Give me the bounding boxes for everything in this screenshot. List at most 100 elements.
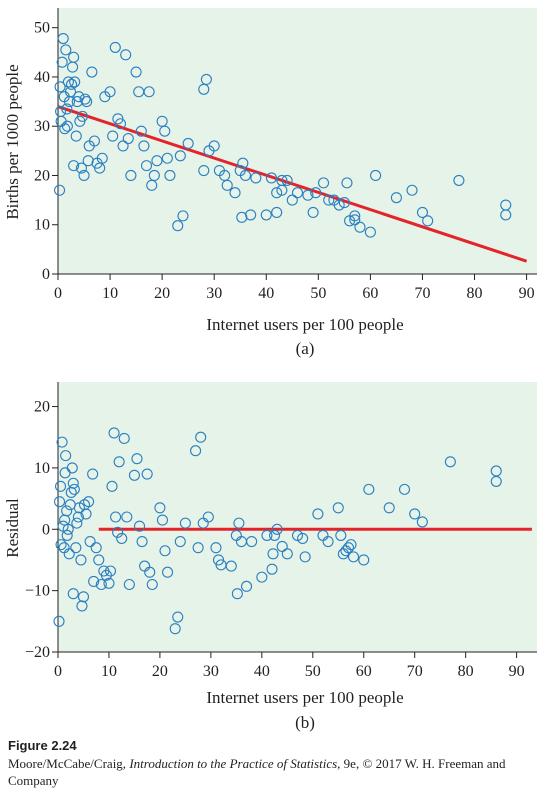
data-point [135, 125, 147, 137]
chart-a: 0 10 20 30 40 50 60 70 80 90 0 10 20 30 40 50 Internet … [3, 8, 537, 358]
data-point [271, 187, 283, 199]
data-point [398, 483, 411, 495]
x-tick-label: 20 [152, 663, 168, 680]
data-point [95, 578, 107, 591]
axes-b: 0 10 20 30 40 50 60 70 80 90 −20 −10 0 10 20 [25, 382, 537, 680]
data-point [246, 535, 258, 548]
data-point [121, 511, 133, 523]
data-point [104, 565, 117, 577]
data-point [161, 152, 173, 164]
data-point [76, 110, 89, 122]
figure-svg: 0 10 20 30 40 50 60 70 80 90 0 10 20 30 40 50 Internet … [3, 8, 537, 732]
data-point [250, 172, 262, 184]
data-point [338, 197, 350, 209]
data-point [364, 226, 376, 238]
data-point [88, 135, 100, 147]
data-point [291, 187, 304, 199]
data-point [416, 206, 429, 218]
data-point [61, 120, 73, 132]
data-point [156, 514, 169, 526]
data-point [61, 529, 73, 541]
data-point [53, 615, 65, 627]
data-point [71, 517, 83, 529]
data-point [60, 450, 72, 462]
data-point [61, 505, 73, 517]
x-tick-label: 10 [102, 285, 118, 302]
book-title: Introduction to the Practice of Statisti… [129, 756, 338, 771]
x-axis-label-a: Internet users per 100 people [206, 315, 403, 334]
plot-area-a [58, 8, 537, 274]
data-point [56, 436, 68, 448]
data-point [416, 516, 428, 528]
data-point [310, 187, 322, 199]
data-point [138, 140, 150, 152]
data-point [370, 169, 382, 182]
data-point [363, 483, 375, 495]
data-point [66, 462, 78, 474]
data-point [116, 532, 128, 545]
data-point [96, 152, 108, 164]
data-point [444, 456, 456, 468]
y-axis-label-b: Residual [3, 498, 22, 558]
y-tick-label: 0 [42, 521, 50, 538]
data-point [490, 475, 502, 487]
data-point [299, 551, 311, 563]
y-axis-label-a: Births per 1000 people [3, 64, 22, 219]
data-point [107, 130, 119, 142]
data-point [266, 563, 278, 575]
data-point [75, 554, 87, 566]
data-point [106, 480, 118, 492]
data-point [56, 56, 68, 68]
y-tick-label: 40 [34, 69, 50, 86]
data-point [182, 137, 194, 150]
data-point [68, 160, 80, 172]
data-point [108, 427, 120, 439]
data-point [276, 540, 288, 553]
x-tick-label: 20 [154, 285, 170, 302]
data-point [67, 477, 79, 489]
data-point [110, 511, 122, 523]
data-point [164, 169, 176, 182]
x-tick-label: 0 [54, 663, 62, 680]
data-point [332, 502, 344, 514]
data-point [86, 66, 98, 78]
data-point [179, 517, 191, 529]
data-point [64, 86, 77, 98]
data-point [409, 508, 421, 520]
data-point [59, 123, 71, 135]
data-point [354, 221, 366, 233]
axes-a: 0 10 20 30 40 50 60 70 80 90 0 10 20 30 40 50 [34, 8, 537, 302]
data-point [322, 535, 334, 548]
data-point [54, 184, 66, 196]
data-point [271, 523, 283, 535]
data-point [256, 571, 268, 583]
data-point [286, 194, 298, 206]
y-tick-label: 0 [42, 266, 50, 283]
data-point [113, 456, 125, 468]
data-point [128, 469, 140, 481]
data-point [83, 496, 95, 508]
data-point [297, 532, 309, 545]
credit-suffix: , 9e, © 2017 W. H. Freeman and Company [8, 756, 506, 788]
data-point [200, 73, 212, 85]
data-point [390, 192, 402, 204]
data-point [348, 551, 360, 563]
data-point [68, 51, 80, 63]
data-point [117, 140, 129, 152]
data-point [122, 132, 134, 145]
x-tick-label: 70 [414, 285, 430, 302]
data-point [271, 206, 283, 218]
data-point [90, 542, 102, 554]
data-point [233, 517, 245, 529]
data-point [383, 502, 395, 514]
data-point [133, 520, 146, 532]
data-point [131, 453, 143, 465]
data-point [239, 169, 251, 182]
data-point [358, 554, 370, 566]
x-axis-label-b: Internet users per 100 people [206, 688, 403, 707]
data-point [54, 81, 66, 93]
data-point [125, 169, 137, 182]
data-point [240, 580, 253, 592]
data-point [130, 66, 142, 78]
y-tick-label: 20 [34, 399, 50, 416]
